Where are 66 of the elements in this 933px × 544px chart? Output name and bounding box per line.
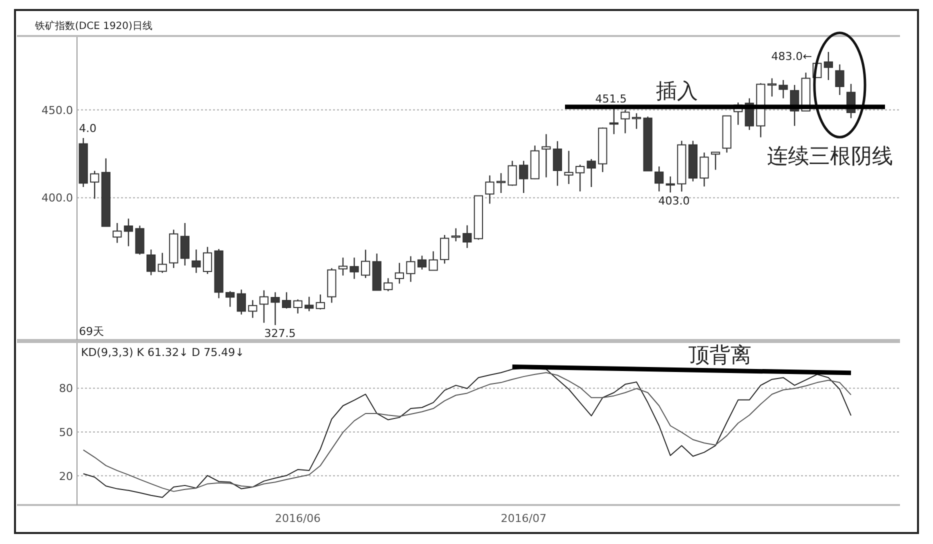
- candlestick: [259, 290, 269, 324]
- candlestick: [462, 224, 472, 249]
- candlestick: [158, 252, 167, 274]
- chart-title: 铁矿指数(DCE 1920)日线: [34, 20, 152, 32]
- candlestick: [226, 290, 235, 308]
- candlestick: [293, 298, 302, 314]
- y-tick-label: 20: [59, 470, 73, 483]
- candlestick: [248, 300, 258, 318]
- y-tick-label: 80: [59, 382, 73, 396]
- candlestick: [778, 79, 788, 99]
- candlestick: [428, 250, 438, 271]
- candlestick: [384, 278, 393, 292]
- y-tick-label: 50: [59, 426, 73, 440]
- candlestick: [146, 248, 156, 276]
- candlestick: [519, 160, 528, 194]
- annotation: 451.5: [595, 92, 627, 106]
- candlestick: [666, 176, 675, 194]
- candlestick: [575, 164, 585, 192]
- candlestick: [542, 134, 551, 178]
- x-tick-label: 2016/06: [274, 512, 321, 525]
- candlestick: [338, 257, 348, 276]
- candlestick: [304, 296, 314, 312]
- annotation: 327.5: [264, 327, 296, 340]
- annotation: 插入: [656, 79, 698, 103]
- candlestick: [360, 249, 370, 279]
- candlestick: [609, 106, 618, 135]
- candlestick: [394, 262, 404, 284]
- candlestick: [835, 64, 844, 96]
- candlestick: [192, 248, 201, 274]
- candlestick: [202, 246, 212, 275]
- candlestick: [586, 158, 596, 188]
- candlestick: [620, 109, 630, 134]
- annotation: 69天: [79, 325, 104, 338]
- candlestick: [824, 51, 833, 81]
- candlestick: [496, 172, 506, 194]
- candlestick: [236, 288, 246, 316]
- annotation: 连续三根阴线: [767, 144, 893, 168]
- candlestick: [564, 150, 574, 185]
- candlestick: [316, 294, 325, 310]
- candlestick: [282, 292, 292, 310]
- annotation: 顶背离: [688, 343, 752, 367]
- candlestick: [508, 160, 517, 186]
- candlestick: [700, 152, 709, 188]
- candlestick: [350, 257, 359, 280]
- candlestick: [406, 256, 416, 282]
- candlestick: [270, 292, 280, 326]
- candlestick: [552, 140, 562, 186]
- annotation: 403.0: [658, 194, 690, 208]
- candlestick: [767, 78, 777, 98]
- candlestick: [180, 222, 190, 266]
- candlestick: [124, 218, 134, 247]
- y-tick-label: 400.0: [42, 192, 73, 205]
- candlestick: [632, 112, 642, 130]
- candlestick: [417, 255, 427, 270]
- candlestick: [485, 174, 494, 204]
- annotation: 483.0←: [771, 50, 812, 63]
- x-tick-label: 2016/07: [500, 512, 546, 525]
- y-tick-label: 450.0: [42, 104, 73, 117]
- candlestick: [710, 152, 720, 170]
- annotation: 4.0: [79, 122, 96, 135]
- candlestick: [90, 170, 100, 200]
- candlestick: [112, 222, 122, 244]
- candlestick: [451, 228, 460, 242]
- candlestick: [654, 166, 664, 192]
- annotation: KD(9,3,3) K 61.32↓ D 75.49↓: [81, 346, 244, 359]
- candlestick: [440, 234, 450, 264]
